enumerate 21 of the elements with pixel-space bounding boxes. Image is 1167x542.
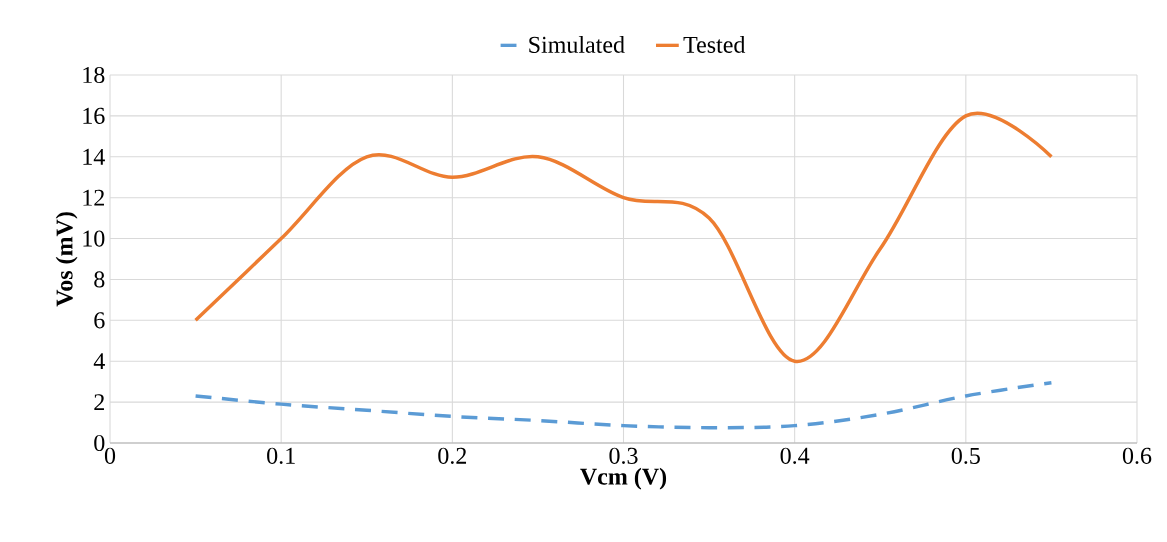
y-tick-label: 2 (94, 394, 104, 411)
y-tick-label: 10 (83, 230, 105, 247)
x-tick-label: 0.6 (1122, 447, 1152, 464)
y-tick-label: 4 (93, 353, 105, 370)
y-tick-label: 6 (94, 312, 105, 329)
x-tick-label: 0.3 (609, 447, 638, 464)
legend-label: Simulated (529, 36, 625, 53)
y-tick-label: 18 (83, 66, 105, 84)
y-tick-label: 12 (83, 189, 104, 206)
y-tick-label: 14 (83, 148, 105, 165)
y-axis-title: Vos (mV) (55, 212, 78, 307)
x-tick-label: 0.4 (780, 447, 810, 464)
x-tick-label: 0.5 (951, 447, 980, 464)
y-tick-label: 0 (94, 434, 105, 452)
line-series (193, 380, 1054, 430)
x-tick-label: 0.1 (267, 447, 295, 464)
legend-label: Tested (683, 36, 746, 53)
x-tick-label: 0.2 (438, 447, 467, 464)
y-tick-label: 16 (83, 107, 105, 124)
y-tick-label: 8 (94, 271, 105, 288)
x-axis-title: Vcm (V) (580, 467, 667, 490)
